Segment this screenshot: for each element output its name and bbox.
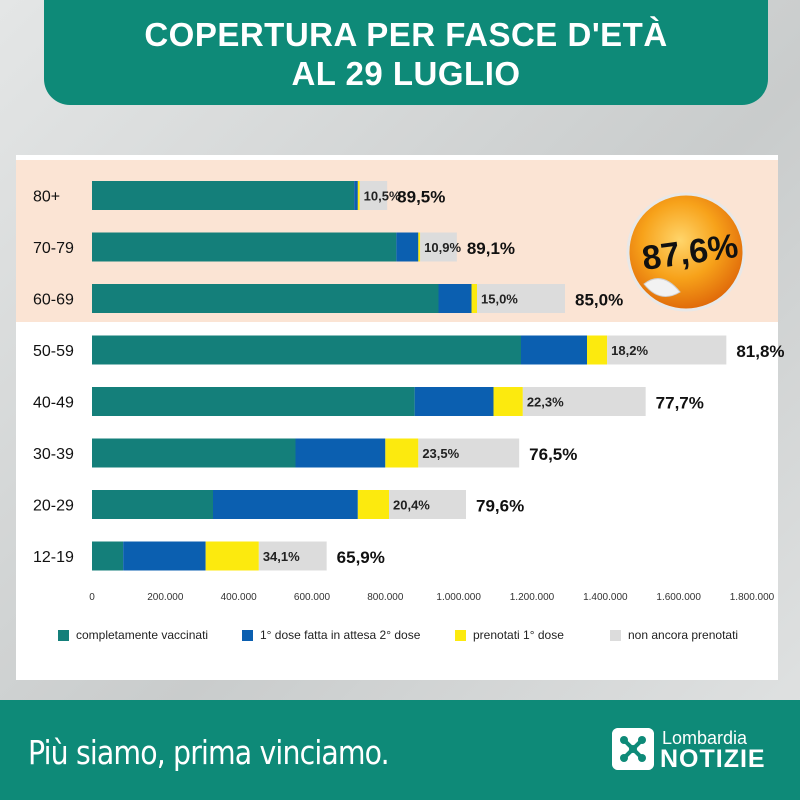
bar-segment-4	[418, 438, 520, 468]
x-tick-label: 800.000	[367, 592, 404, 603]
title-banner: COPERTURA PER FASCE D'ETÀ AL 29 LUGLIO	[44, 0, 768, 105]
bar-segment-2	[521, 335, 587, 365]
x-tick-label: 400.000	[221, 592, 258, 603]
legend: completamente vaccinati 1° dose fatta in…	[0, 628, 800, 652]
bar-segment-3	[205, 541, 259, 571]
bar-segment-2	[414, 387, 494, 416]
bar-segment-3	[471, 284, 477, 313]
not-booked-pct-label: 18,2%	[611, 343, 648, 358]
bar-segment-1	[92, 490, 213, 519]
coverage-pct-label: 76,5%	[529, 445, 577, 464]
title-line-2: AL 29 LUGLIO	[291, 55, 521, 92]
category-label: 70-79	[33, 240, 74, 257]
legend-swatch	[58, 629, 69, 641]
stacked-bar-chart: 80+ 10,5%89,5% 70-79 10,9% 89,1% 60-69 15,0% 85…	[33, 181, 785, 603]
bar-segment-3	[357, 181, 360, 210]
bar-segment-2	[213, 490, 358, 519]
bar-segment-2	[295, 438, 386, 468]
not-booked-pct-label: 34,1%	[263, 549, 300, 564]
legend-label: non ancora prenotati	[628, 628, 739, 642]
coverage-pct-label: 89,5%	[397, 188, 445, 207]
bar-segment-1	[92, 438, 296, 468]
x-tick-label: 1.600.000	[656, 592, 701, 603]
legend-item-prima-dose: 1° dose fatta in attesa 2° dose	[242, 628, 420, 642]
not-booked-pct-label: 10,5%	[364, 189, 401, 204]
category-label: 20-29	[33, 498, 74, 515]
x-tick-label: 600.000	[294, 592, 331, 603]
coverage-pct-label: 81,8%	[736, 342, 784, 361]
bar-segment-1	[92, 181, 355, 210]
not-booked-pct-label: 23,5%	[422, 446, 459, 461]
legend-label: 1° dose fatta in attesa 2° dose	[260, 628, 421, 642]
bar-segment-4	[389, 490, 466, 519]
coverage-pct-label: 65,9%	[337, 548, 385, 567]
bar-segment-1	[92, 284, 439, 313]
not-booked-pct-label: 20,4%	[393, 498, 430, 513]
title-line-1: COPERTURA PER FASCE D'ETÀ	[144, 16, 668, 53]
legend-item-completi: completamente vaccinati	[58, 628, 208, 642]
coverage-pct-label: 85,0%	[575, 291, 623, 310]
legend-item-non-prenotati: non ancora prenotati	[610, 628, 738, 642]
category-label: 12-19	[33, 549, 74, 566]
not-booked-pct-label: 15,0%	[481, 292, 518, 307]
coverage-pct-label: 89,1%	[467, 239, 515, 258]
footer-bar	[0, 700, 800, 800]
bar-segment-3	[418, 232, 421, 262]
x-tick-label: 1.000.000	[436, 592, 481, 603]
bar-segment-1	[92, 335, 521, 365]
logo-text-bottom: NOTIZIE	[660, 745, 766, 773]
lombardia-notizie-logo: Lombardia NOTIZIE	[612, 728, 790, 773]
bar-segment-3	[357, 490, 389, 519]
legend-swatch	[242, 629, 253, 641]
bar-segment-2	[354, 181, 358, 210]
bar-segment-3	[587, 335, 608, 365]
bar-segment-4	[522, 387, 646, 416]
bar-segment-4	[420, 232, 457, 262]
x-tick-label: 0	[89, 592, 95, 603]
bar-segment-2	[396, 232, 419, 262]
bar-segment-1	[92, 387, 415, 416]
bar-segment-4	[359, 181, 388, 210]
x-tick-label: 1.800.000	[730, 592, 775, 603]
logo-text-top: Lombardia	[662, 728, 748, 748]
coverage-pct-label: 77,7%	[656, 394, 704, 413]
legend-swatch	[610, 629, 621, 641]
coverage-sticker-icon: 87,6%	[626, 192, 746, 312]
bar-segment-4	[258, 541, 327, 571]
bar-segment-1	[92, 541, 124, 571]
not-booked-pct-label: 10,9%	[424, 240, 461, 255]
x-tick-label: 200.000	[147, 592, 184, 603]
bar-segment-1	[92, 232, 397, 262]
category-label: 50-59	[33, 343, 74, 360]
category-label: 40-49	[33, 395, 74, 412]
bar-segment-4	[477, 284, 565, 313]
category-label: 60-69	[33, 292, 74, 309]
bar-segment-2	[438, 284, 472, 313]
coverage-pct-label: 79,6%	[476, 497, 524, 516]
category-label: 80+	[33, 189, 60, 206]
x-tick-label: 1.200.000	[510, 592, 555, 603]
bar-segment-3	[493, 387, 523, 416]
bar-segment-2	[123, 541, 206, 571]
not-booked-pct-label: 22,3%	[527, 395, 564, 410]
footer-slogan: Più siamo, prima vinciamo.	[28, 733, 390, 772]
bar-segment-4	[607, 335, 727, 365]
x-tick-label: 1.400.000	[583, 592, 628, 603]
legend-label: completamente vaccinati	[76, 628, 209, 642]
category-label: 30-39	[33, 446, 74, 463]
bar-segment-3	[385, 438, 419, 468]
legend-label: prenotati 1° dose	[473, 628, 564, 642]
legend-item-prenotati: prenotati 1° dose	[455, 628, 564, 642]
legend-swatch	[455, 629, 466, 641]
lombardia-logo-icon	[612, 728, 654, 770]
